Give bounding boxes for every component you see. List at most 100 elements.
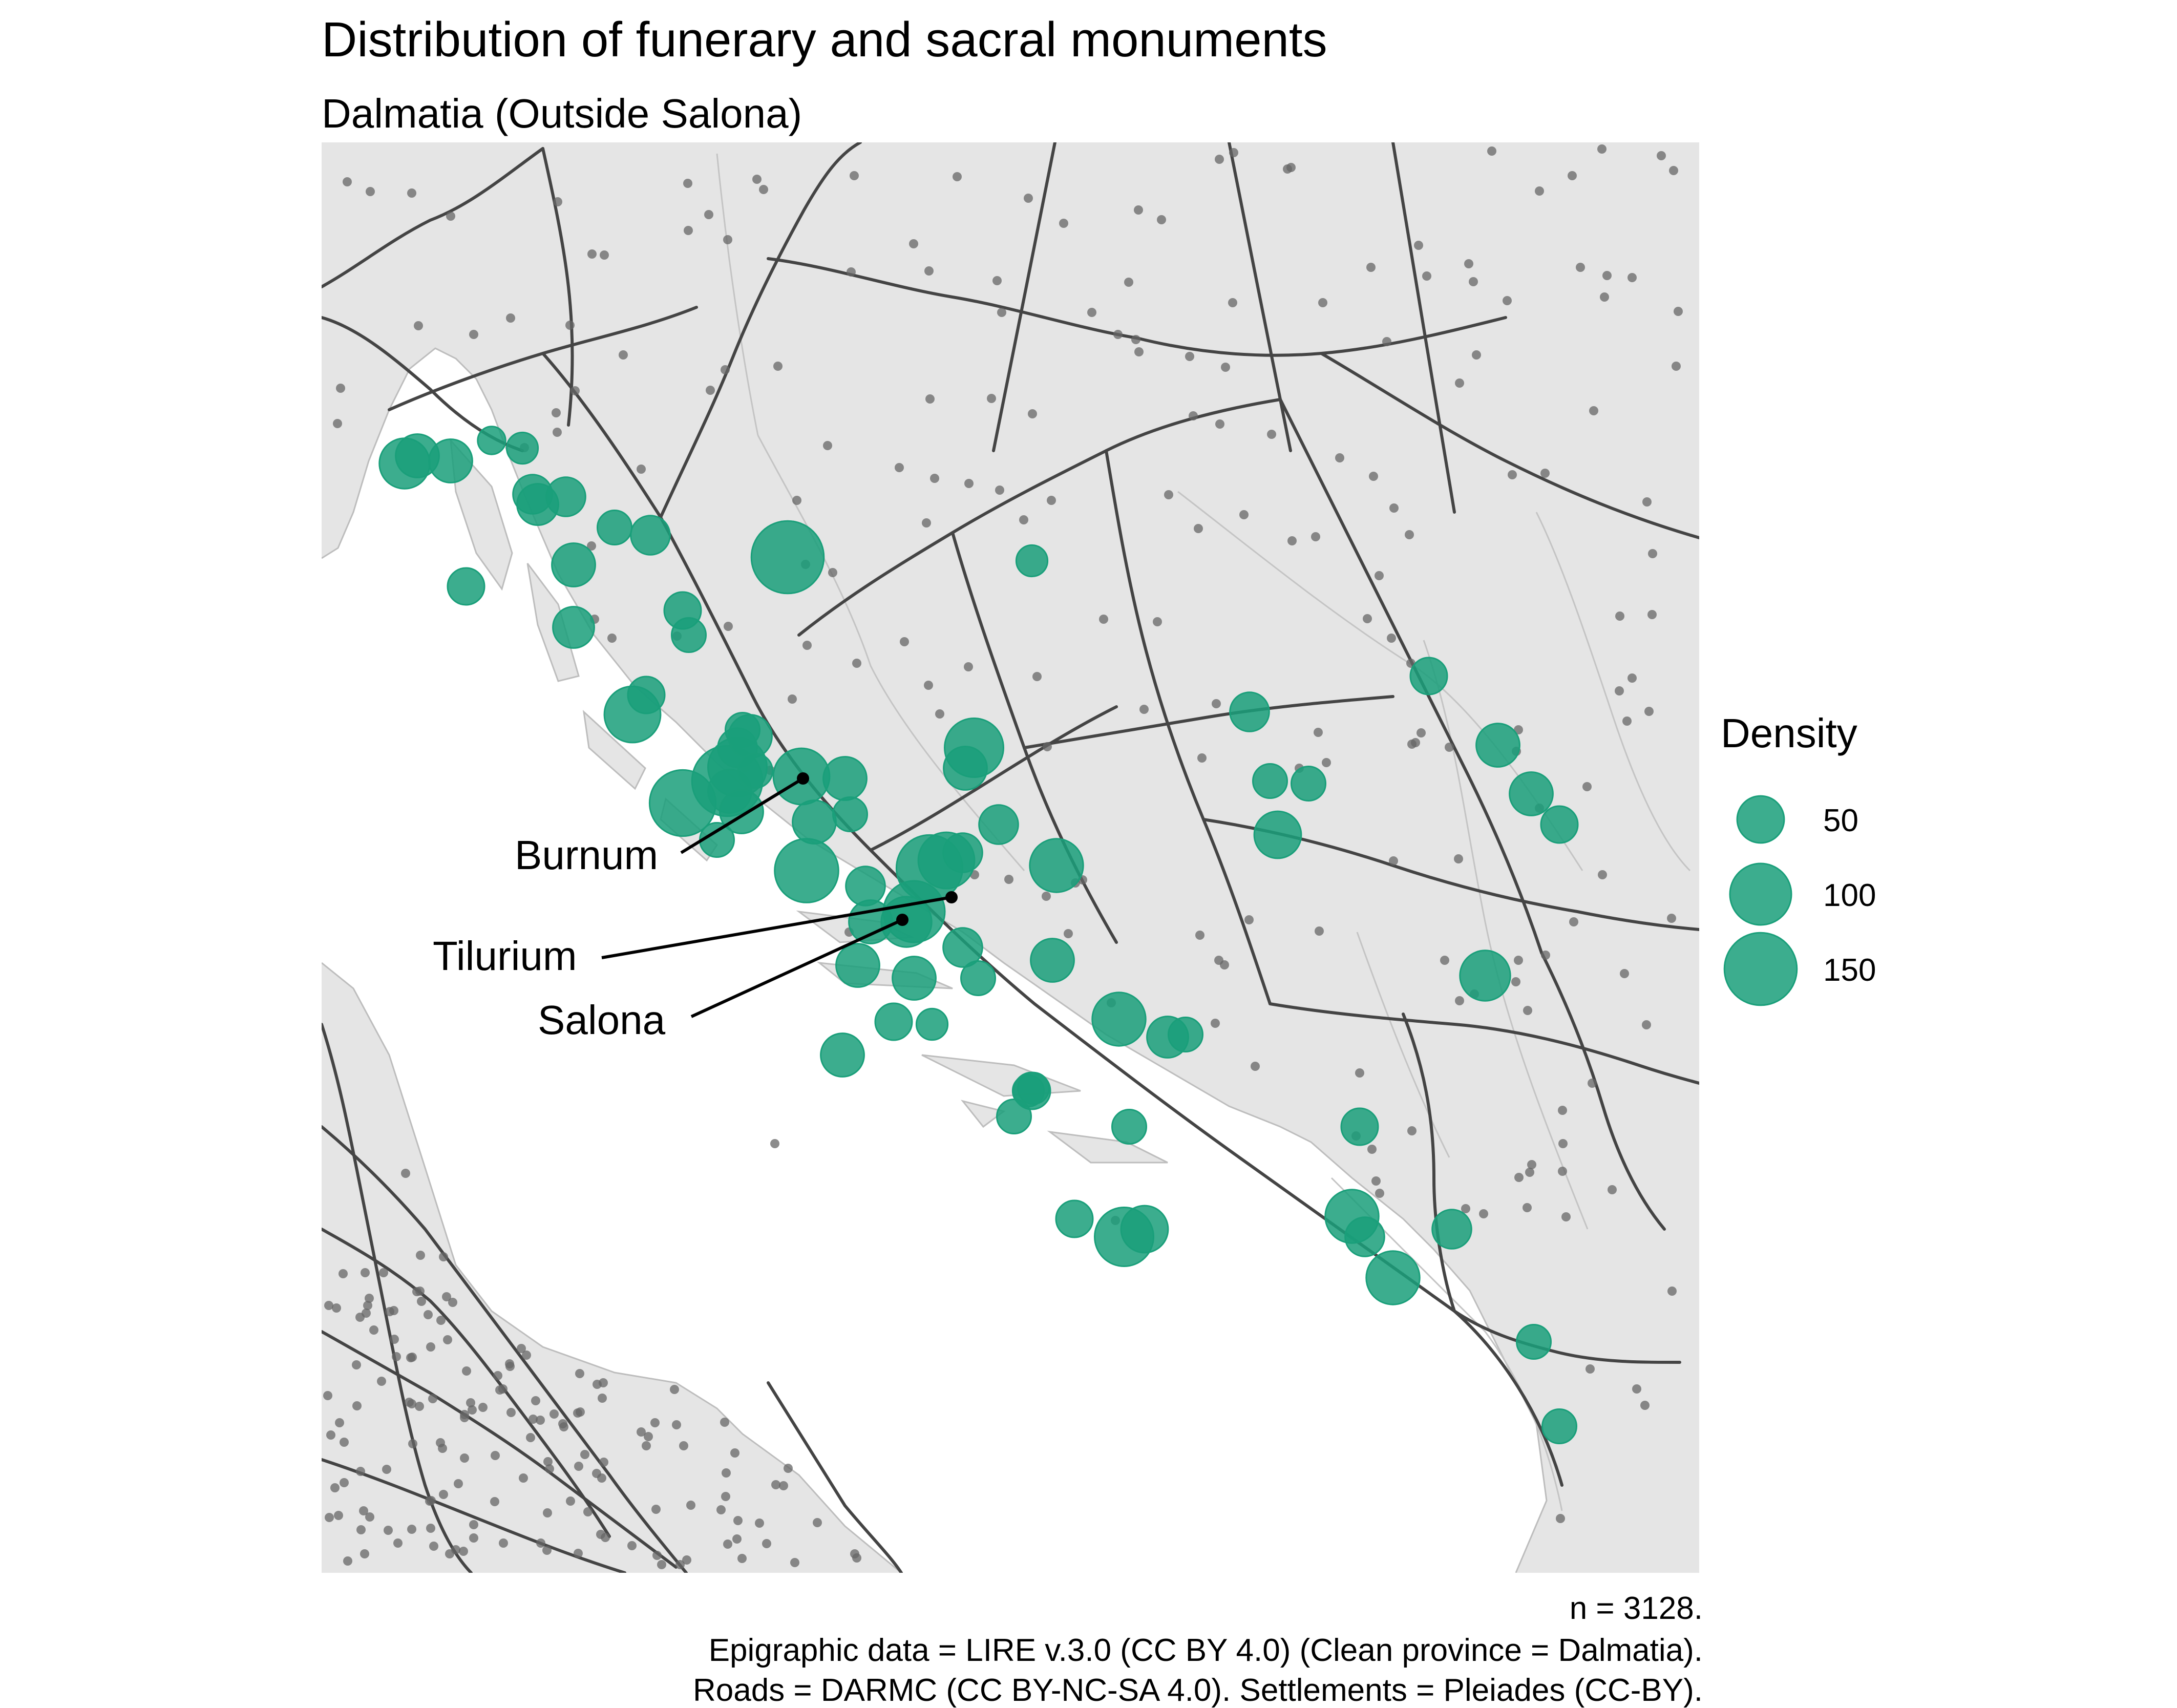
settlement-point: [1648, 549, 1657, 558]
settlement-point: [1487, 146, 1496, 156]
settlement-point: [1417, 728, 1426, 737]
settlement-point: [526, 1433, 535, 1442]
settlement-point: [1059, 219, 1068, 228]
settlement-point: [466, 1398, 475, 1407]
settlement-point: [365, 1294, 374, 1303]
settlement-point: [1586, 1364, 1595, 1374]
settlement-point: [651, 1505, 661, 1514]
settlement-point: [436, 1316, 446, 1325]
settlement-point: [773, 362, 783, 371]
settlement-point: [922, 518, 931, 528]
settlement-point: [1215, 419, 1224, 429]
settlement-point: [553, 197, 562, 206]
settlement-point: [679, 1441, 688, 1450]
density-point: [832, 796, 868, 832]
settlement-point: [1363, 614, 1372, 623]
road-segment: [992, 142, 1056, 452]
settlement-point: [1672, 362, 1681, 371]
settlement-point: [459, 1547, 468, 1556]
density-point: [1541, 1408, 1577, 1444]
settlement-point: [1576, 263, 1585, 272]
settlement-point: [448, 1298, 457, 1307]
settlement-point: [1597, 144, 1607, 154]
settlement-point: [1642, 497, 1652, 507]
settlement-point: [670, 1385, 679, 1394]
settlement-point: [1405, 530, 1414, 539]
density-point: [552, 606, 595, 649]
settlement-point: [1508, 470, 1517, 479]
road-segment: [322, 147, 544, 288]
settlement-point: [1407, 1126, 1417, 1135]
settlement-point: [1024, 194, 1033, 203]
settlement-point: [439, 1490, 448, 1499]
settlement-point: [333, 419, 342, 428]
density-point: [1252, 763, 1288, 799]
settlement-point: [601, 1533, 610, 1542]
density-point: [627, 676, 666, 714]
settlement-point: [365, 1512, 374, 1522]
density-point: [822, 756, 868, 801]
settlement-point: [382, 1465, 391, 1474]
settlement-point: [460, 1453, 469, 1463]
settlement-point: [1318, 298, 1327, 307]
settlement-point: [724, 622, 733, 631]
plot-title: Distribution of funerary and sacral monu…: [322, 12, 1327, 67]
density-point: [874, 1002, 913, 1041]
road-segment: [767, 1381, 903, 1573]
settlement-point: [392, 1352, 401, 1361]
settlement-point: [755, 1519, 764, 1528]
settlement-point: [752, 175, 762, 184]
settlement-point: [1640, 1401, 1650, 1410]
settlement-point: [1244, 915, 1254, 924]
settlement-point: [517, 1344, 526, 1353]
settlement-point: [1582, 782, 1592, 791]
settlement-point: [930, 474, 939, 483]
settlement-point: [1124, 278, 1133, 287]
settlement-point: [1558, 1167, 1567, 1176]
settlement-point: [1514, 1173, 1524, 1182]
settlement-point: [326, 1430, 335, 1440]
settlement-point: [543, 1457, 553, 1466]
settlement-point: [847, 267, 856, 277]
density-point: [428, 438, 473, 483]
settlement-point: [443, 1335, 452, 1344]
settlement-point: [1514, 956, 1523, 965]
settlement-point: [770, 1139, 779, 1148]
label-burnum: Burnum: [515, 832, 659, 878]
settlement-point: [490, 1497, 499, 1506]
settlement-point: [607, 634, 617, 643]
legend-title: Density: [1721, 710, 1857, 756]
settlement-point: [964, 479, 974, 488]
settlement-point: [469, 1533, 478, 1543]
road-segment: [1540, 951, 1666, 1231]
settlement-point: [723, 1540, 732, 1549]
settlement-point: [566, 1496, 575, 1506]
salona-leader: [690, 918, 903, 1018]
settlement-point: [1414, 241, 1423, 250]
density-point: [820, 1032, 865, 1078]
settlement-point: [987, 394, 996, 403]
settlement-point: [657, 1560, 666, 1569]
settlement-point: [1455, 378, 1464, 388]
road-segment: [322, 1023, 473, 1573]
density-point: [671, 617, 707, 653]
burnum-leader: [680, 777, 804, 854]
settlement-point: [1375, 1189, 1384, 1198]
density-point: [1091, 992, 1147, 1047]
settlement-point: [1472, 350, 1481, 360]
settlement-point: [964, 662, 973, 671]
settlement-point: [682, 1555, 691, 1565]
settlement-point: [619, 350, 628, 360]
density-point: [551, 542, 596, 587]
settlement-point: [1561, 1212, 1571, 1221]
settlement-point: [545, 1464, 554, 1473]
settlement-point: [1371, 1176, 1381, 1186]
density-point: [505, 431, 539, 465]
settlement-point: [1355, 1068, 1364, 1078]
legend-key-150: [1723, 932, 1798, 1006]
burnum-marker: [797, 772, 809, 785]
settlement-point: [1600, 292, 1609, 302]
settlement-point: [536, 1538, 545, 1548]
road-segment: [1023, 695, 1394, 749]
